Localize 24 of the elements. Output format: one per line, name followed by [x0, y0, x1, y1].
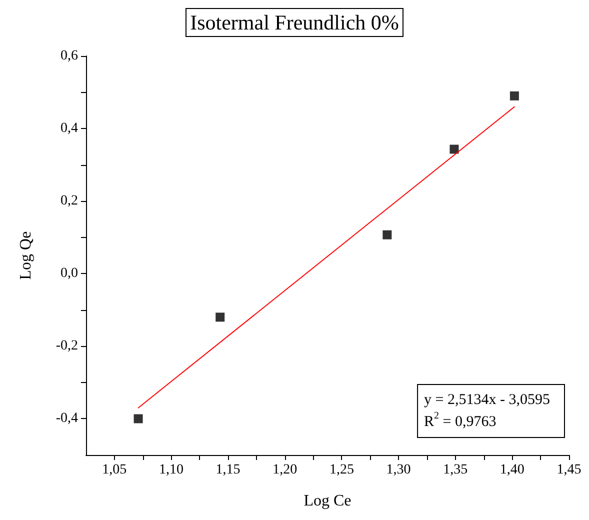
x-axis-title: Log Ce — [304, 492, 352, 510]
x-tick-label: 1,30 — [386, 462, 411, 478]
x-tick-label: 1,10 — [158, 462, 184, 478]
y-axis-title: Log Qe — [18, 231, 34, 280]
y-tick-label: -0,4 — [56, 411, 78, 426]
x-tick-label: 1,45 — [556, 462, 582, 478]
x-tick-label: 1,40 — [500, 462, 524, 478]
y-tick-label: 0,4 — [60, 121, 78, 136]
point — [382, 230, 392, 240]
point — [450, 144, 459, 154]
point — [216, 312, 225, 322]
y-tick-label: -0,2 — [56, 338, 78, 354]
x-tick-label: 1,20 — [272, 462, 298, 478]
x-tick-label: 1,35 — [443, 462, 468, 478]
x-tick-label: 1,05 — [102, 462, 127, 478]
x-tick-label: 1,25 — [329, 462, 354, 478]
x-tick-label: 1,15 — [216, 462, 240, 478]
chart-title: Isotermal Freundlich 0% — [190, 10, 399, 34]
point — [134, 414, 143, 424]
y-tick-label: 0,6 — [60, 48, 78, 64]
annotation: y = 2,5134x - 3,0595 — [424, 392, 550, 408]
y-tick-label: 0,0 — [60, 266, 78, 282]
y-tick-label: 0,2 — [60, 194, 78, 209]
point — [510, 91, 519, 100]
